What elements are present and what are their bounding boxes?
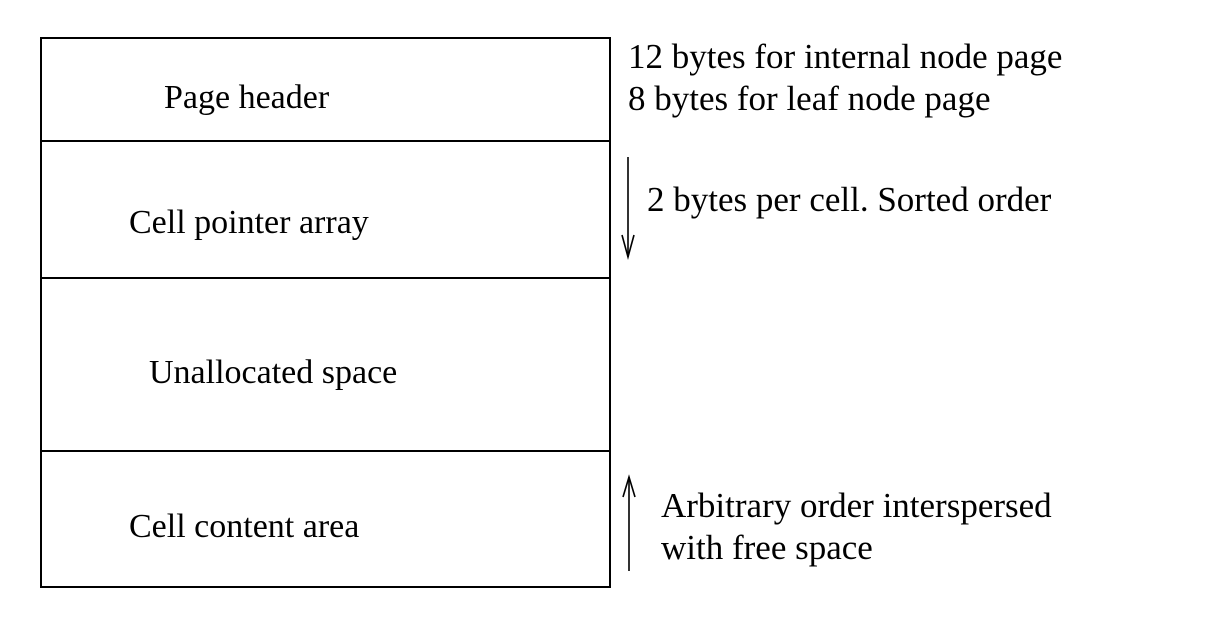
- header-note-line-2: 8 bytes for leaf node page: [628, 79, 991, 118]
- arrow-up-icon: [622, 474, 636, 571]
- page-header-region: Page header: [42, 39, 609, 142]
- cell-content-area-label: Cell content area: [129, 508, 360, 545]
- page-layout-diagram: Page header Cell pointer array Unallocat…: [40, 37, 611, 588]
- unallocated-space-region: Unallocated space: [42, 279, 609, 452]
- cell-content-area-region: Cell content area: [42, 452, 609, 586]
- cell-pointer-array-note: 2 bytes per cell. Sorted order: [647, 180, 1052, 219]
- header-note-line-1: 12 bytes for internal node page: [628, 37, 1063, 76]
- unallocated-space-label: Unallocated space: [149, 354, 398, 391]
- content-note-line-1: Arbitrary order interspersed: [661, 486, 1052, 525]
- page-header-label: Page header: [164, 79, 330, 116]
- cell-pointer-array-label: Cell pointer array: [129, 204, 369, 241]
- cell-pointer-array-region: Cell pointer array: [42, 142, 609, 279]
- cell-content-area-note: Arbitrary order interspersed with free s…: [661, 485, 1052, 569]
- arrow-down-icon: [621, 157, 635, 261]
- content-note-line-2: with free space: [661, 528, 873, 567]
- page-header-note: 12 bytes for internal node page 8 bytes …: [628, 36, 1062, 120]
